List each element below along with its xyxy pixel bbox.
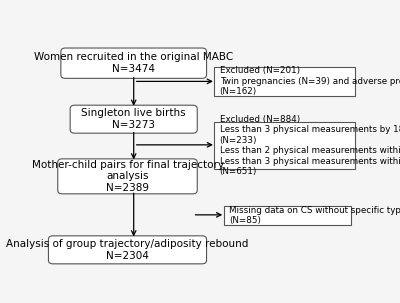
Text: Singleton live births
N=3273: Singleton live births N=3273 bbox=[81, 108, 186, 130]
Text: Women recruited in the original MABC
N=3474: Women recruited in the original MABC N=3… bbox=[34, 52, 233, 74]
Text: Analysis of group trajectory/adiposity rebound
N=2304: Analysis of group trajectory/adiposity r… bbox=[6, 239, 249, 261]
Text: Excluded (N=884)
Less than 3 physical measurements by 18 months of age
(N=233)
L: Excluded (N=884) Less than 3 physical me… bbox=[220, 115, 400, 176]
FancyBboxPatch shape bbox=[214, 122, 355, 169]
FancyBboxPatch shape bbox=[58, 159, 197, 194]
FancyBboxPatch shape bbox=[214, 67, 355, 96]
Text: Missing data on CS without specific type
(N=85): Missing data on CS without specific type… bbox=[229, 206, 400, 225]
Text: Mother-child pairs for final trajectory
analysis
N=2389: Mother-child pairs for final trajectory … bbox=[32, 160, 224, 193]
Text: Excluded (N=201)
Twin pregnancies (N=39) and adverse pregnancy outcomes
(N=162): Excluded (N=201) Twin pregnancies (N=39)… bbox=[220, 66, 400, 96]
FancyBboxPatch shape bbox=[48, 236, 206, 264]
FancyBboxPatch shape bbox=[224, 205, 351, 225]
FancyBboxPatch shape bbox=[70, 105, 197, 133]
FancyBboxPatch shape bbox=[61, 48, 206, 78]
